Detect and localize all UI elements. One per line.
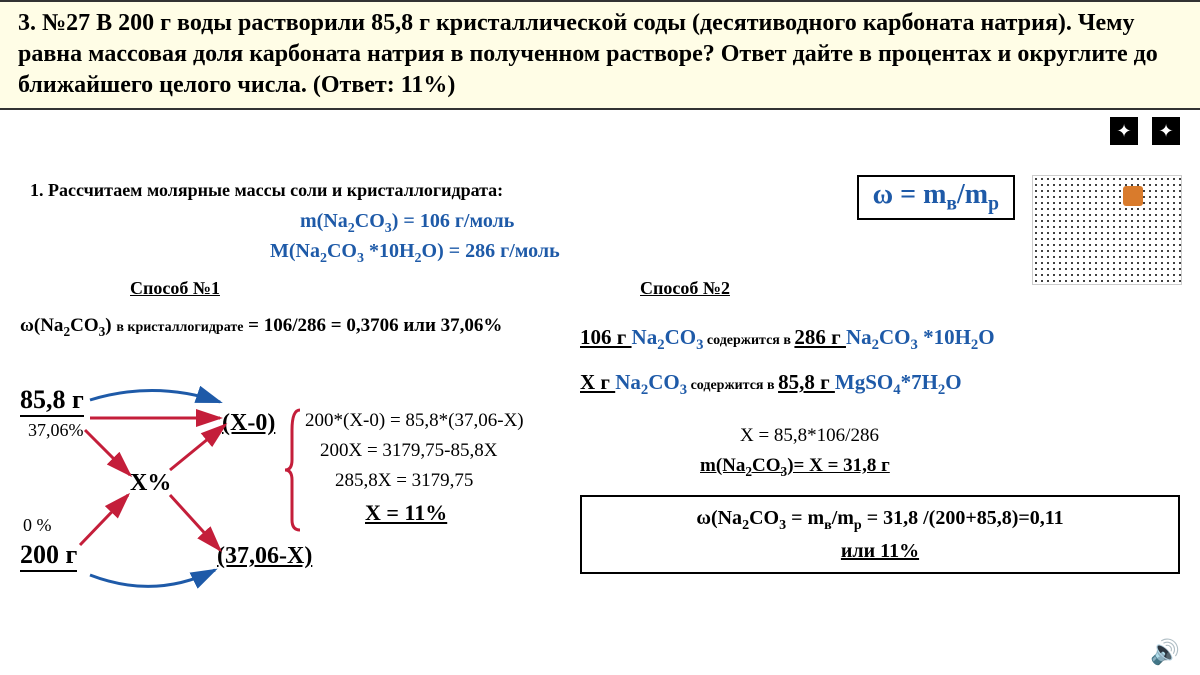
- qr-logo-icon: [1123, 186, 1143, 206]
- main-formula: ω = mв/mр: [857, 175, 1015, 220]
- control-icon-2[interactable]: ✦: [1108, 115, 1140, 147]
- sound-icon: 🔊: [1150, 638, 1180, 667]
- brace-eq-1: 200*(Х-0) = 85,8*(37,06-Х): [305, 410, 524, 432]
- method-2-heading: Способ №2: [640, 278, 730, 299]
- calc-mass: m(Na2CO3)= Х = 31,8 г: [700, 455, 890, 480]
- molar-mass-2: M(Na2CO3 *10H2O) = 286 г/моль: [270, 240, 560, 267]
- proportion-line-2: Х г Na2CO3 содержится в 85,8 г MgSO4*7H2…: [580, 370, 962, 399]
- brace-eq-4: Х = 11%: [365, 500, 447, 526]
- diag-858: 85,8 г: [20, 385, 84, 417]
- diag-858-pct: 37,06%: [28, 420, 84, 441]
- diag-x-minus: (Х-0): [222, 410, 275, 437]
- brace-eq-3: 285,8Х = 3179,75: [335, 470, 473, 492]
- step-1-heading: 1. Рассчитаем молярные массы соли и крис…: [30, 180, 503, 201]
- problem-statement: 3. №27 В 200 г воды растворили 85,8 г кр…: [0, 0, 1200, 110]
- diag-k-minus: (37,06-Х): [217, 543, 312, 570]
- qr-code: [1032, 175, 1182, 285]
- method1-equation: ω(Na2CO3) в кристаллогидрате = 106/286 =…: [20, 315, 502, 340]
- result-box: ω(Na2CO3 = mв/mр = 31,8 /(200+85,8)=0,11…: [580, 495, 1180, 574]
- problem-text: 3. №27 В 200 г воды растворили 85,8 г кр…: [18, 10, 1158, 98]
- brace-eq-2: 200Х = 3179,75-85,8Х: [320, 440, 498, 462]
- calc-x: Х = 85,8*106/286: [740, 425, 879, 447]
- proportion-line-1: 106 г Na2CO3 содержится в 286 г Na2CO3 *…: [580, 325, 995, 354]
- diag-0-pct: 0 %: [23, 515, 52, 536]
- control-icon-1[interactable]: ✦: [1150, 115, 1182, 147]
- method-1-heading: Способ №1: [130, 278, 220, 299]
- diag-200: 200 г: [20, 540, 77, 572]
- molar-mass-1: m(Na2CO3) = 106 г/моль: [300, 210, 514, 237]
- diag-x-pct: Х%: [130, 470, 171, 497]
